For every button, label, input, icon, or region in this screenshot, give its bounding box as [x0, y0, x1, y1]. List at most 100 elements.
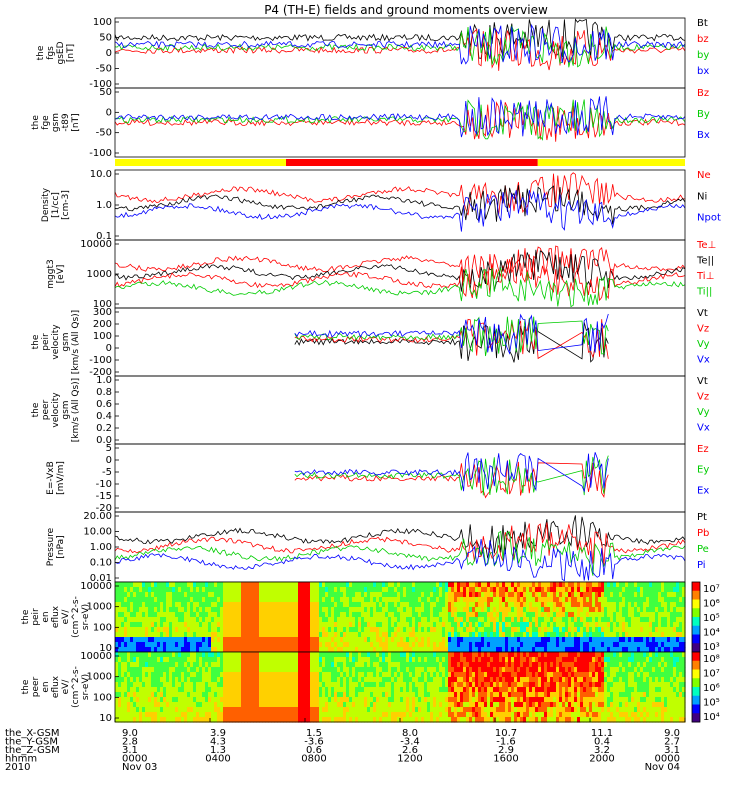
spectrogram-cell: [550, 657, 554, 663]
spectrogram-cell: [169, 707, 173, 713]
spectrogram-cell: [313, 617, 317, 623]
spectrogram-cell: [169, 687, 173, 693]
spectrogram-cell: [535, 657, 539, 663]
spectrogram-cell: [148, 622, 152, 628]
spectrogram-cell: [241, 612, 245, 618]
spectrogram-cell: [514, 712, 518, 718]
spectrogram-cell: [301, 677, 305, 683]
spectrogram-cell: [421, 607, 425, 613]
spectrogram-cell: [544, 647, 548, 653]
spectrogram-cell: [202, 657, 206, 663]
spectrogram-cell: [280, 697, 284, 703]
spectrogram-cell: [379, 602, 383, 608]
spectrogram-cell: [115, 607, 119, 613]
spectrogram-cell: [235, 592, 239, 598]
spectrogram-cell: [412, 587, 416, 593]
spectrogram-cell: [259, 642, 263, 648]
spectrogram-cell: [217, 607, 221, 613]
spectrogram-cell: [115, 712, 119, 718]
spectrogram-cell: [301, 642, 305, 648]
spectrogram-cell: [427, 682, 431, 688]
spectrogram-cell: [127, 632, 131, 638]
spectrogram-cell: [544, 617, 548, 623]
spectrogram-cell: [562, 697, 566, 703]
spectrogram-cell: [583, 647, 587, 653]
spectrogram-cell: [415, 712, 419, 718]
spectrogram-cell: [151, 697, 155, 703]
spectrogram-cell: [193, 667, 197, 673]
spectrogram-cell: [184, 582, 188, 588]
spectrogram-cell: [682, 622, 686, 628]
spectrogram-cell: [427, 672, 431, 678]
spectrogram-cell: [478, 697, 482, 703]
spectrogram-cell: [121, 682, 125, 688]
spectrogram-cell: [328, 717, 332, 723]
spectrogram-cell: [457, 657, 461, 663]
spectrogram-cell: [502, 632, 506, 638]
spectrogram-cell: [169, 597, 173, 603]
spectrogram-cell: [277, 652, 281, 658]
spectrogram-cell: [301, 702, 305, 708]
spectrogram-cell: [214, 617, 218, 623]
spectrogram-cell: [472, 687, 476, 693]
spectrogram-cell: [493, 582, 497, 588]
spectrogram-cell: [289, 667, 293, 673]
spectrogram-cell: [442, 642, 446, 648]
spectrogram-cell: [298, 692, 302, 698]
spectrogram-cell: [667, 607, 671, 613]
spectrogram-cell: [463, 697, 467, 703]
spectrogram-cell: [430, 642, 434, 648]
spectrogram-cell: [247, 587, 251, 593]
spectrogram-cell: [577, 592, 581, 598]
spectrogram-cell: [301, 682, 305, 688]
spectrogram-cell: [433, 592, 437, 598]
series-trace-Pt: [114, 515, 686, 559]
spectrogram-cell: [391, 622, 395, 628]
spectrogram-cell: [241, 607, 245, 613]
spectrogram-cell: [274, 632, 278, 638]
spectrogram-cell: [151, 662, 155, 668]
spectrogram-cell: [289, 677, 293, 683]
spectrogram-cell: [181, 687, 185, 693]
spectrogram-cell: [508, 692, 512, 698]
spectrogram-cell: [220, 582, 224, 588]
spectrogram-cell: [484, 682, 488, 688]
spectrogram-cell: [157, 692, 161, 698]
spectrogram-cell: [226, 642, 230, 648]
spectrogram-cell: [220, 597, 224, 603]
spectrogram-cell: [235, 637, 239, 643]
spectrogram-cell: [442, 607, 446, 613]
spectrogram-cell: [358, 662, 362, 668]
spectrogram-cell: [547, 682, 551, 688]
spectrogram-cell: [169, 667, 173, 673]
spectrogram-cell: [301, 687, 305, 693]
spectrogram-cell: [118, 622, 122, 628]
spectrogram-cell: [547, 712, 551, 718]
spectrogram-cell: [241, 667, 245, 673]
spectrogram-cell: [154, 677, 158, 683]
spectrogram-cell: [583, 637, 587, 643]
spectrogram-cell: [550, 617, 554, 623]
colorbar-tick-label: 10⁴: [703, 628, 720, 639]
spectrogram-cell: [403, 617, 407, 623]
spectrogram-cell: [229, 602, 233, 608]
spectrogram-cell: [343, 682, 347, 688]
spectrogram-cell: [445, 662, 449, 668]
spectrogram-cell: [232, 597, 236, 603]
spectrogram-cell: [559, 622, 563, 628]
spectrogram-cell: [244, 602, 248, 608]
spectrogram-cell: [514, 657, 518, 663]
spectrogram-cell: [520, 637, 524, 643]
spectrogram-cell: [598, 607, 602, 613]
spectrogram-cell: [124, 642, 128, 648]
spectrogram-cell: [436, 647, 440, 653]
spectrogram-cell: [388, 712, 392, 718]
spectrogram-cell: [667, 597, 671, 603]
spectrogram-cell: [463, 687, 467, 693]
spectrogram-cell: [556, 667, 560, 673]
spectrogram-cell: [166, 612, 170, 618]
spectrogram-cell: [565, 662, 569, 668]
spectrogram-cell: [283, 637, 287, 643]
spectrogram-cell: [412, 612, 416, 618]
spectrogram-cell: [355, 582, 359, 588]
